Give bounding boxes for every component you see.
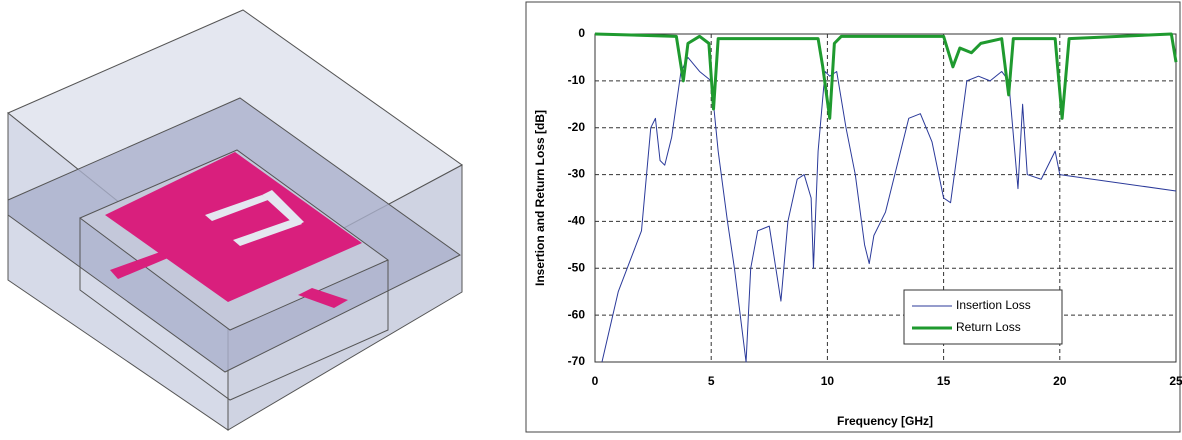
series-line [595, 34, 1176, 118]
x-tick-label: 10 [821, 374, 835, 388]
y-axis-title: Insertion and Return Loss [dB] [533, 110, 547, 286]
y-tick-label: -50 [568, 260, 586, 274]
y-tick-label: -20 [568, 120, 586, 134]
y-tick-label: -10 [568, 73, 586, 87]
x-tick-label: 20 [1053, 374, 1067, 388]
device-diagram [8, 10, 462, 430]
x-axis-title: Frequency [GHz] [837, 414, 933, 428]
x-tick-label: 5 [708, 374, 715, 388]
legend-label: Insertion Loss [956, 298, 1031, 312]
chart-frame [526, 2, 1180, 432]
y-tick-label: 0 [578, 26, 585, 40]
y-tick-label: -70 [568, 354, 586, 368]
y-tick-label: -40 [568, 214, 586, 228]
page: Frequency [GHz] Insertion and Return Los… [0, 0, 1182, 435]
series-line [602, 57, 1176, 362]
y-tick-label: -30 [568, 167, 586, 181]
legend-label: Return Loss [956, 320, 1021, 334]
plot-area [595, 34, 1176, 362]
x-tick-label: 15 [937, 374, 951, 388]
x-tick-label: 0 [592, 374, 599, 388]
y-tick-label: -60 [568, 307, 586, 321]
x-tick-label: 25 [1169, 374, 1182, 388]
